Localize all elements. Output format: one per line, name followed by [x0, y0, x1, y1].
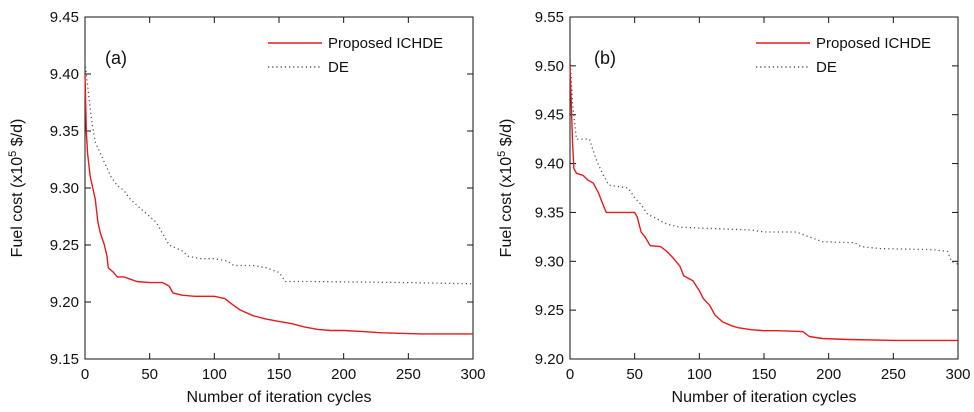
panel-a-axes: 0 50 100 150 200 250 300 9.15 9.20 9.25 9.30 9.35 9.…: [50, 9, 486, 383]
panel-a-y-axis-title-tail: $/d): [9, 119, 26, 151]
panel-b-y-tick-label-3: 9.35: [535, 204, 564, 221]
panel-b-y-tick-label-7: 9.55: [535, 9, 564, 26]
panel-b-label: (b): [594, 48, 616, 68]
panel-b-y-axis-title-sup: 5: [496, 151, 508, 157]
panel-b-x-tick-label-0: 0: [566, 366, 574, 383]
panel-b-legend: Proposed ICHDE DE: [756, 35, 931, 76]
panel-a-y-axis-title: Fuel cost (x105 $/d): [7, 119, 26, 258]
panel-b-legend-label-de: DE: [816, 59, 837, 76]
panel-a-y-tick-label-1: 9.20: [50, 294, 79, 311]
panel-b: (b) Proposed ICHDE DE Number of iteratio…: [496, 16, 959, 406]
panel-b-y-axis-title-main: Fuel cost (x10: [498, 157, 515, 258]
panel-a-y-tick-label-6: 9.45: [50, 9, 79, 26]
panel-b-y-axis-title: Fuel cost (x105 $/d): [496, 119, 515, 258]
panel-a-series-de-line: [84, 62, 474, 285]
panel-b-axes: 0 50 100 150 200 250 300 9.20 9.25 9.30 9.35 9.40 9.…: [535, 9, 971, 383]
panel-b-y-tick-label-5: 9.45: [535, 107, 564, 124]
panel-a-plot-frame: [84, 16, 474, 360]
panel-b-legend-label-ichde: Proposed ICHDE: [816, 35, 931, 52]
panel-a-y-axis-title-main: Fuel cost (x10: [9, 157, 26, 258]
panel-b-y-axis-title-tail: $/d): [498, 119, 515, 151]
panel-a-legend-label-de: DE: [328, 59, 349, 76]
panel-a-x-tick-label-250: 250: [396, 366, 421, 383]
panel-a-label: (a): [105, 48, 127, 68]
panel-a-series-ichde-line: [84, 73, 473, 335]
panel-a-y-tick-label-2: 9.25: [50, 237, 79, 254]
panel-a-legend-label-ichde: Proposed ICHDE: [328, 35, 443, 52]
panel-b-plot-frame: [569, 16, 959, 360]
panel-b-y-tick-label-1: 9.25: [535, 302, 564, 319]
panel-b-x-tick-label-250: 250: [881, 366, 906, 383]
panel-a-y-tick-label-0: 9.15: [50, 351, 79, 368]
panel-b-series-ichde-line: [569, 65, 958, 342]
panel-b-x-tick-label-100: 100: [687, 366, 712, 383]
panel-b-y-tick-label-4: 9.40: [535, 156, 564, 173]
panel-a-y-tick-label-5: 9.40: [50, 66, 79, 83]
panel-b-series-de-line: [569, 56, 959, 265]
panel-a-x-tick-label-50: 50: [141, 366, 158, 383]
panel-b-y-tick-label-0: 9.20: [535, 351, 564, 368]
panel-a-legend: Proposed ICHDE DE: [268, 35, 443, 76]
panel-a-x-tick-label-300: 300: [460, 366, 485, 383]
panel-b-y-tick-label-6: 9.50: [535, 58, 564, 75]
panel-b-x-tick-label-300: 300: [945, 366, 970, 383]
panel-a-y-axis-title-sup: 5: [7, 151, 19, 157]
panel-a-y-tick-label-3: 9.30: [50, 180, 79, 197]
panel-b-x-tick-label-50: 50: [626, 366, 643, 383]
panel-a-x-axis-title: Number of iteration cycles: [187, 389, 372, 406]
panel-a: (a) Proposed ICHDE DE Number of iteratio…: [7, 16, 474, 406]
panel-b-x-tick-label-150: 150: [751, 366, 776, 383]
panel-b-x-tick-label-200: 200: [816, 366, 841, 383]
panel-a-x-tick-label-150: 150: [266, 366, 291, 383]
panel-a-x-tick-label-100: 100: [202, 366, 227, 383]
panel-a-x-tick-label-0: 0: [81, 366, 89, 383]
panel-a-y-tick-label-4: 9.35: [50, 123, 79, 140]
panel-a-x-tick-label-200: 200: [331, 366, 356, 383]
panel-b-y-tick-label-2: 9.30: [535, 253, 564, 270]
panel-b-x-axis-title: Number of iteration cycles: [672, 389, 857, 406]
